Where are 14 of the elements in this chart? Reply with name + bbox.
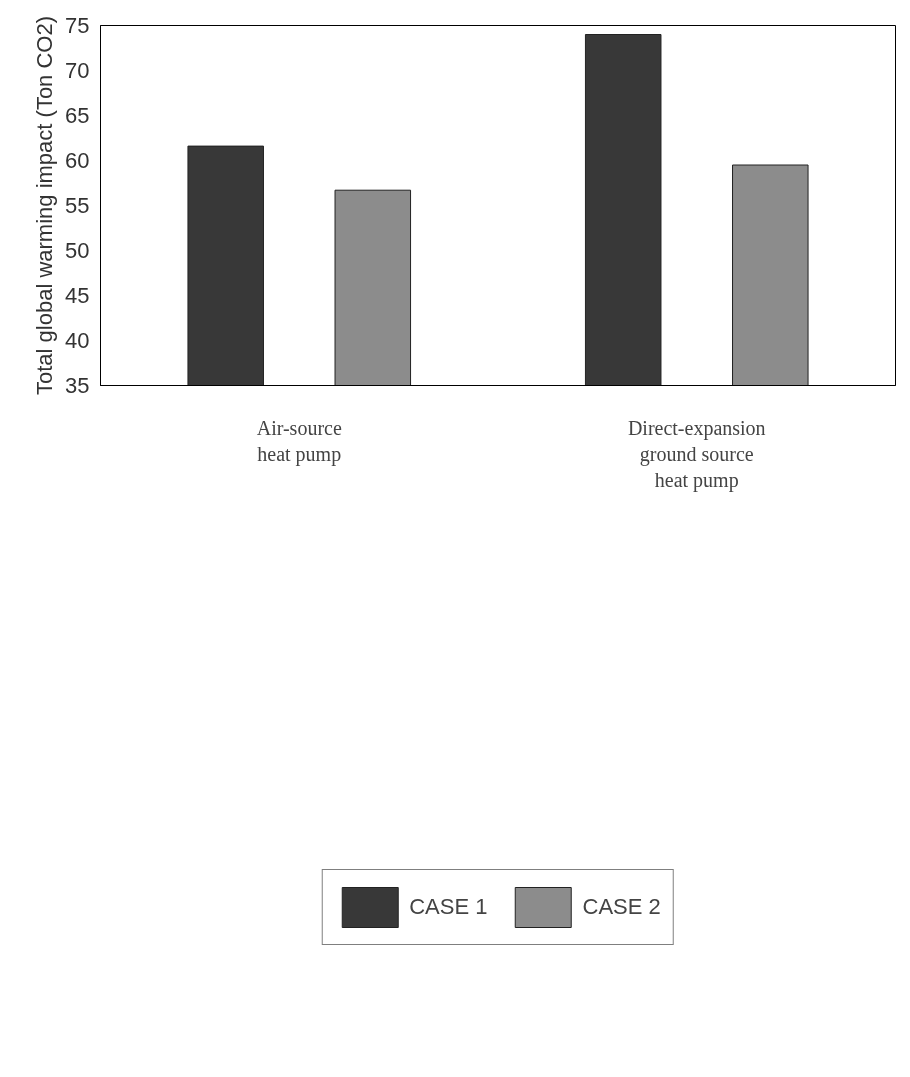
y-tick-label: 40 <box>65 328 90 353</box>
y-axis-title: Total global warming impact (Ton CO2) <box>32 15 58 396</box>
legend-label: CASE 1 <box>409 894 488 920</box>
y-tick-label: 60 <box>65 148 90 173</box>
x-tick-label: Air-source heat pump <box>256 416 342 466</box>
y-tick-label: 45 <box>65 283 90 308</box>
x-tick-label: Direct-expansion ground source heat pump <box>627 416 766 493</box>
y-tick-label: 50 <box>65 238 90 263</box>
y-tick-label: 35 <box>65 373 90 398</box>
legend-label: CASE 2 <box>582 894 661 920</box>
y-tick-label: 55 <box>65 193 90 218</box>
y-tick-label: 70 <box>65 58 90 83</box>
y-tick-label: 65 <box>65 103 90 128</box>
y-tick-label: 75 <box>65 13 90 38</box>
